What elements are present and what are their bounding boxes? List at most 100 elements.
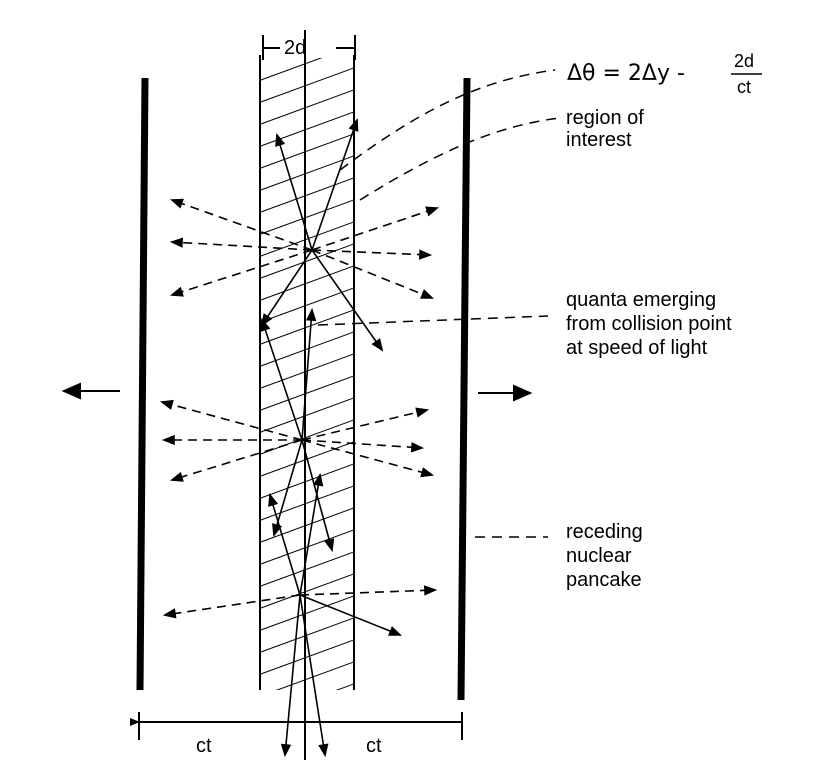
hatch-line xyxy=(259,242,355,280)
width-dimension xyxy=(262,35,356,60)
quanta-arrowhead xyxy=(161,434,175,446)
quanta-arrowhead xyxy=(169,198,184,209)
quanta-arrowhead xyxy=(348,117,359,132)
right-nuclear-pancake xyxy=(457,77,471,701)
quanta-arrowhead xyxy=(260,317,271,332)
ct-left-label: ct xyxy=(196,735,212,757)
hatch-line xyxy=(259,66,355,104)
formula-denominator: ct xyxy=(737,77,751,97)
hatch-line xyxy=(259,616,355,654)
hatch-line xyxy=(259,550,355,588)
quanta-arrowhead xyxy=(420,467,435,478)
hatch-line xyxy=(250,744,370,778)
quanta-arrowhead xyxy=(324,538,335,553)
quanta-arrowhead xyxy=(275,132,286,147)
hatch-line xyxy=(259,572,355,610)
hatch-line xyxy=(250,722,370,766)
hatch-line xyxy=(275,660,355,690)
formula-numerator: 2d xyxy=(734,51,754,71)
formula-lhs: Δθ = 2Δy - xyxy=(567,61,685,86)
quanta-arrow xyxy=(269,494,301,596)
hatch-line xyxy=(259,58,323,82)
quanta-arrow xyxy=(299,594,401,636)
quanta-arrowhead xyxy=(424,585,438,596)
quanta-arrow xyxy=(311,249,433,299)
quanta-arrowhead xyxy=(306,307,317,322)
quanta-arrowhead xyxy=(280,743,292,758)
hatch-line xyxy=(259,418,355,456)
quanta-arrowhead xyxy=(169,237,184,248)
receding-label-line1: receding xyxy=(566,521,643,543)
quanta-label-line3: at speed of light xyxy=(566,337,708,359)
hatch-line xyxy=(259,110,355,148)
hatch-line xyxy=(259,374,355,412)
ct-right-label: ct xyxy=(366,735,382,757)
quanta-label-line2: from collision point xyxy=(566,313,732,335)
hatch-line xyxy=(335,682,355,690)
quanta-arrowhead xyxy=(318,743,329,758)
hatch-line xyxy=(259,264,355,302)
quanta-arrow xyxy=(301,439,423,449)
quanta-arrow xyxy=(311,249,431,256)
hatch-line xyxy=(259,88,355,126)
leader-lines xyxy=(317,69,561,538)
region-hatching xyxy=(250,58,370,778)
hatch-line xyxy=(259,462,355,500)
quanta-arrow xyxy=(161,401,303,441)
quanta-arrow xyxy=(301,409,428,441)
quanta-arrowhead xyxy=(159,399,174,410)
hatch-line xyxy=(259,176,355,214)
hatch-line xyxy=(259,198,355,236)
quanta-arrowhead xyxy=(268,492,279,507)
quanta-arrowhead xyxy=(162,608,177,619)
quanta-arrow xyxy=(299,474,321,596)
quanta-arrowhead xyxy=(415,407,430,418)
quanta-arrow xyxy=(261,249,313,326)
quanta-arrowhead xyxy=(272,523,283,538)
left-nuclear-pancake xyxy=(136,77,149,691)
quanta-arrowhead xyxy=(410,442,425,453)
quanta-arrow xyxy=(261,319,303,441)
quanta-label-line1: quanta emerging xyxy=(566,289,716,311)
quanta-arrow xyxy=(311,207,438,251)
quanta-arrowhead xyxy=(420,289,434,299)
quanta-arrowhead xyxy=(169,471,184,482)
hatch-line xyxy=(259,154,355,192)
quanta-arrow xyxy=(301,439,433,476)
quanta-arrow xyxy=(284,594,301,756)
quanta-arrow xyxy=(164,594,301,616)
quanta-arrowhead xyxy=(371,338,384,352)
quanta-arrow xyxy=(311,249,383,351)
quanta-arrow xyxy=(171,241,313,251)
hatch-line xyxy=(259,352,355,390)
quanta-arrow xyxy=(171,199,313,251)
quanta-arrow xyxy=(299,594,326,756)
hatch-line xyxy=(259,594,355,632)
hatch-line xyxy=(259,484,355,522)
hatch-line xyxy=(259,396,355,434)
quanta-arrows xyxy=(159,117,440,758)
quanta-arrowhead xyxy=(425,206,440,217)
region-label-line2: interest xyxy=(566,129,632,151)
quanta-arrowhead xyxy=(418,249,433,260)
region-label-line1: region of xyxy=(566,107,644,129)
quanta-arrowhead xyxy=(313,472,324,487)
quanta-arrow xyxy=(301,309,313,441)
pancake-motion-arrows xyxy=(61,382,533,402)
quanta-arrow xyxy=(299,589,436,596)
width-label: 2d xyxy=(284,37,306,59)
quanta-arrow xyxy=(311,119,358,251)
hatch-line xyxy=(259,220,355,258)
hatch-line xyxy=(259,132,355,170)
quanta-arrowhead xyxy=(169,286,184,297)
quanta-arrow xyxy=(273,439,303,536)
quanta-arrow xyxy=(171,249,313,296)
hatch-line xyxy=(259,528,355,566)
ct-dimensions xyxy=(130,712,463,740)
quanta-arrow xyxy=(171,439,303,481)
hatch-line xyxy=(259,506,355,544)
quanta-arrow xyxy=(276,134,313,251)
receding-label-line2: nuclear xyxy=(566,545,632,567)
quanta-arrowhead xyxy=(388,626,402,636)
